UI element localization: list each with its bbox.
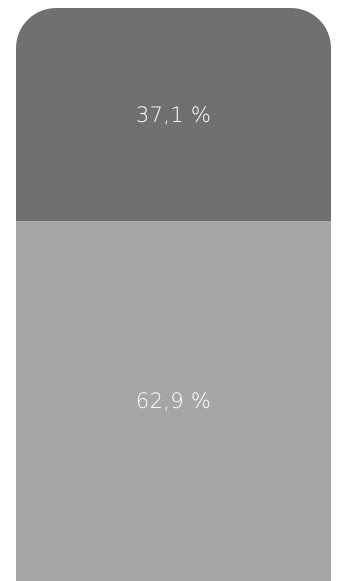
stacked-bar-chart: 37,1 % 62,9 % xyxy=(16,8,331,581)
bar-segment-2: 62,9 % xyxy=(16,221,331,581)
data-label-1: 37,1 % xyxy=(135,102,212,127)
data-label-2: 62,9 % xyxy=(135,389,212,413)
bar-segment-1: 37,1 % xyxy=(16,8,331,221)
